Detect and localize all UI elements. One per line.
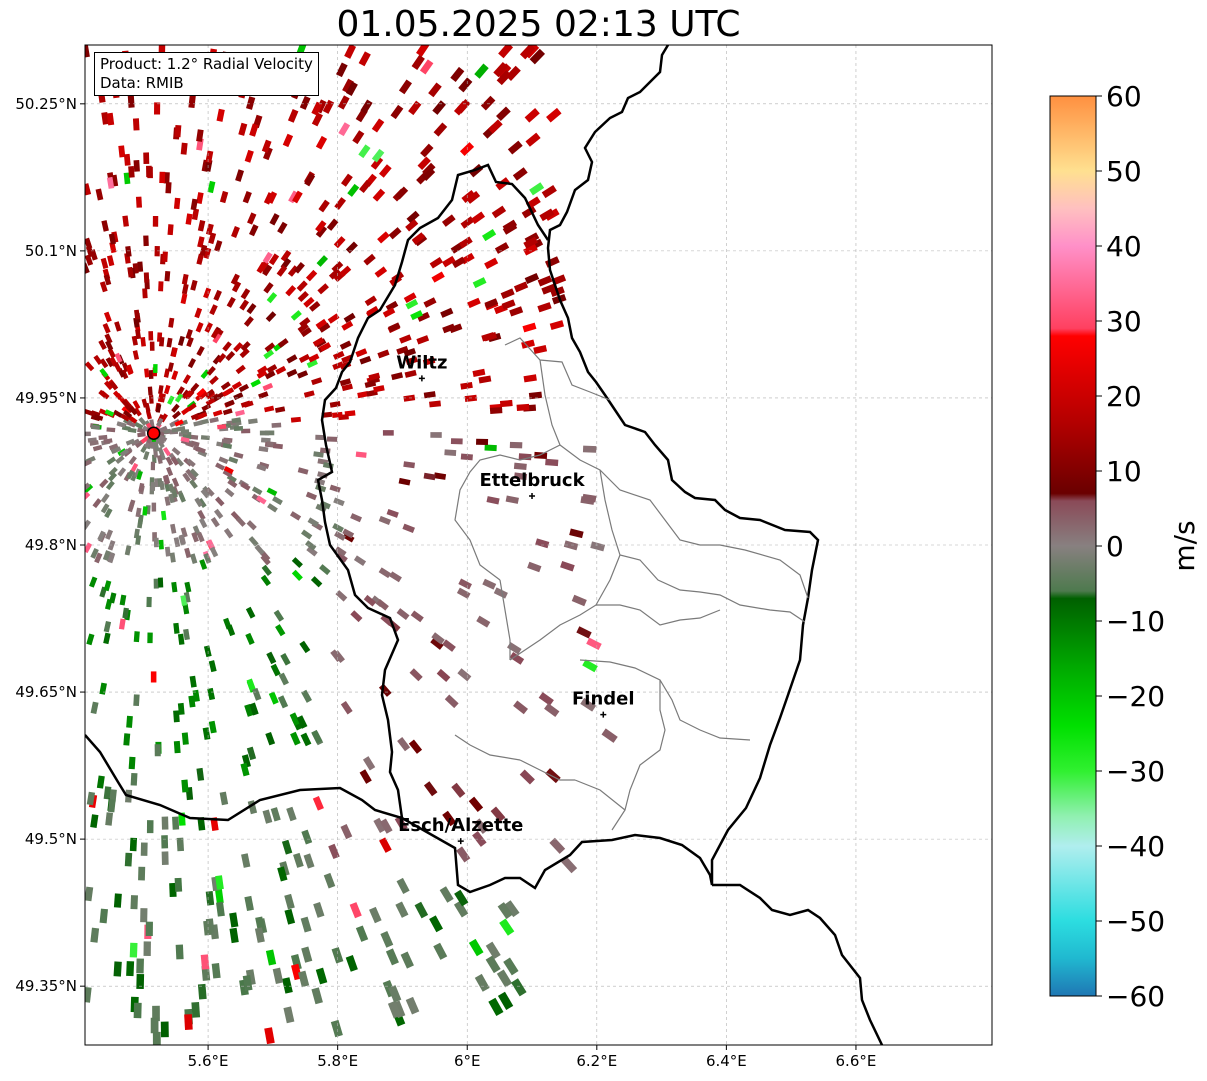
lat-tick-label: 49.5°N: [25, 830, 77, 848]
country-borders: [85, 45, 884, 1045]
colorbar-tick-label: 50: [1106, 155, 1142, 188]
lat-tick-label: 50.25°N: [15, 95, 77, 113]
border-belgium-luxembourg-france: [85, 45, 820, 894]
city-marker-icon: [529, 492, 536, 499]
colorbar-tick-label: −20: [1106, 680, 1165, 713]
city-label: Ettelbruck: [479, 470, 585, 491]
colorbar-unit-label: m/s: [1168, 520, 1201, 571]
map-title: 01.05.2025 02:13 UTC: [336, 4, 741, 45]
colorbar-tick-label: 60: [1106, 80, 1142, 113]
colorbar-tick-label: 20: [1106, 380, 1142, 413]
lat-lon-gridlines: [85, 45, 992, 1045]
colorbar-tick-label: −50: [1106, 905, 1165, 938]
city-label: Wiltz: [396, 352, 447, 373]
colorbar-tick-label: 40: [1106, 230, 1142, 263]
city-marker-icon: [418, 375, 425, 382]
lon-tick-label: 6.6°E: [836, 1052, 877, 1070]
colorbar-tick-label: 0: [1106, 530, 1124, 563]
data-source-label: Data: RMIB: [100, 74, 184, 92]
lon-tick-label: 6°E: [454, 1052, 481, 1070]
product-label: Product: 1.2° Radial Velocity: [100, 55, 313, 73]
map-axes: 5.6°E 5.8°E 6°E 6.2°E 6.4°E 6.6°E 49.35°N 49.5°…: [15, 95, 876, 1070]
colorbar-tick-label: 30: [1106, 305, 1142, 338]
city-marker-icon: [600, 711, 607, 718]
city-marker-icon: [457, 838, 464, 845]
radar-velocity-layer: [85, 45, 618, 1045]
lon-tick-label: 5.6°E: [188, 1052, 229, 1070]
city-label: Esch/Alzette: [398, 815, 523, 836]
city-label: Findel: [572, 689, 635, 710]
lon-tick-label: 6.4°E: [706, 1052, 747, 1070]
colorbar-gradient: [1049, 95, 1097, 997]
lat-tick-label: 49.35°N: [15, 977, 77, 995]
lon-tick-label: 5.8°E: [317, 1052, 358, 1070]
colorbar: 60 50 40 30 20 10 0 −10 −20 −30 −40 −50 −60 m/s: [1049, 80, 1201, 1013]
colorbar-tick-label: −60: [1106, 980, 1165, 1013]
canton-boundaries: [454, 337, 809, 831]
product-info-box: Product: 1.2° Radial Velocity Data: RMIB: [94, 52, 319, 96]
lon-tick-label: 6.2°E: [576, 1052, 617, 1070]
colorbar-tick-label: 10: [1106, 455, 1142, 488]
lat-tick-label: 49.8°N: [25, 536, 77, 554]
lat-tick-label: 49.95°N: [15, 389, 77, 407]
lat-tick-label: 49.65°N: [15, 683, 77, 701]
colorbar-tick-label: −10: [1106, 605, 1165, 638]
colorbar-tick-label: −40: [1106, 830, 1165, 863]
colorbar-tick-label: −30: [1106, 755, 1165, 788]
border-belgium-luxembourg-north: [316, 163, 550, 819]
border-germany-france-east: [712, 883, 884, 1045]
lat-tick-label: 50.1°N: [25, 242, 77, 260]
radar-site-marker: [146, 426, 161, 440]
markers-layer: Wiltz Ettelbruck Findel Esch/Alzette: [146, 352, 635, 845]
